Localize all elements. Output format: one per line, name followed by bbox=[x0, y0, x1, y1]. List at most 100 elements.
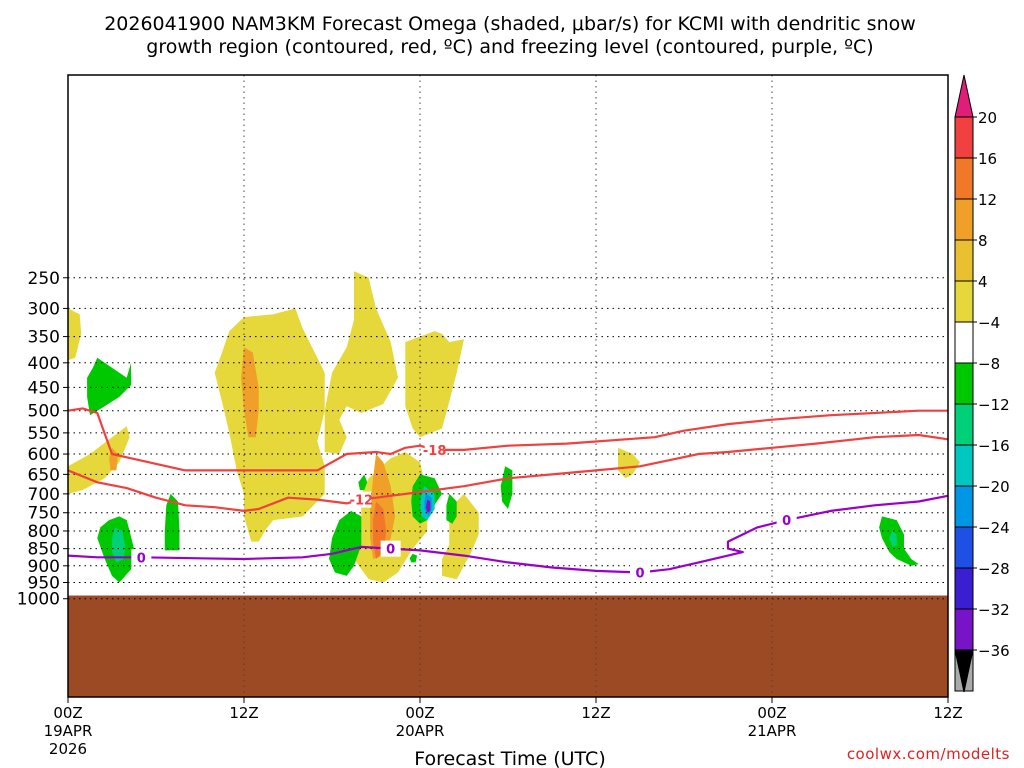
omega-region bbox=[425, 499, 431, 513]
colorbar-bin bbox=[954, 198, 974, 241]
contour-label-bg bbox=[351, 491, 372, 508]
contour-label-bg bbox=[776, 512, 797, 529]
x-tick-date: 20APR bbox=[396, 722, 445, 740]
omega-region bbox=[442, 493, 479, 580]
colorbar-bin bbox=[954, 444, 974, 487]
colorbar-bin bbox=[954, 403, 974, 446]
x-axis-label: Forecast Time (UTC) bbox=[414, 748, 605, 768]
contour-label: 0 bbox=[635, 567, 644, 582]
y-tick-label: 1000 bbox=[17, 590, 60, 610]
y-tick-label: 800 bbox=[28, 522, 60, 542]
colorbar-label: −24 bbox=[978, 519, 1010, 537]
colorbar-label: 12 bbox=[978, 191, 997, 209]
contour-label-bg bbox=[380, 540, 401, 557]
colorbar-bin bbox=[954, 526, 974, 569]
colorbar-bin bbox=[954, 485, 974, 528]
dgz-contour-line bbox=[67, 433, 949, 512]
colorbar-label: −28 bbox=[978, 560, 1010, 578]
omega-region bbox=[241, 347, 259, 438]
y-tick-label: 550 bbox=[28, 424, 60, 444]
x-tick-label: 00Z bbox=[405, 704, 434, 722]
omega-region bbox=[405, 331, 464, 438]
contour-label: 0 bbox=[782, 514, 791, 529]
contour-labels: -18 -12 0 0 0 0 bbox=[131, 441, 797, 582]
y-tick-label: 250 bbox=[28, 269, 60, 289]
omega-region bbox=[112, 527, 126, 563]
omega-shaded-regions bbox=[68, 271, 919, 583]
colorbar-bin bbox=[954, 321, 974, 364]
omega-region bbox=[618, 447, 640, 479]
colorbar-label: −12 bbox=[978, 396, 1010, 414]
x-tick-label: 12Z bbox=[581, 704, 610, 722]
colorbar-bin bbox=[954, 362, 974, 405]
freezing-level-line bbox=[67, 494, 949, 574]
ground-layer bbox=[68, 595, 948, 697]
colorbar-label: 4 bbox=[978, 273, 988, 291]
y-tick-label: 400 bbox=[28, 354, 60, 374]
omega-region bbox=[879, 516, 919, 566]
colorbar-bin bbox=[954, 157, 974, 200]
omega-region bbox=[324, 271, 398, 454]
omega-region bbox=[446, 493, 457, 524]
y-tick-label: 850 bbox=[28, 540, 60, 560]
y-tick-label: 300 bbox=[28, 299, 60, 319]
omega-region bbox=[500, 466, 513, 509]
colorbar-bin bbox=[954, 567, 974, 610]
omega-region bbox=[68, 426, 130, 494]
omega-region bbox=[889, 531, 897, 547]
x-tick-label: 00Z bbox=[757, 704, 786, 722]
colorbar-label: −4 bbox=[978, 314, 1000, 332]
y-tick-label: 600 bbox=[28, 445, 60, 465]
omega-region bbox=[164, 493, 180, 551]
x-tick-label: 00Z bbox=[53, 704, 82, 722]
contour-label: 0 bbox=[386, 543, 395, 558]
y-tick-label: 700 bbox=[28, 485, 60, 505]
colorbar-bin bbox=[954, 280, 974, 323]
colorbar-bin bbox=[954, 608, 974, 651]
y-tick-label: 350 bbox=[28, 328, 60, 348]
colorbar-label: 20 bbox=[978, 109, 997, 127]
omega-region bbox=[329, 510, 362, 576]
y-tick-label: 900 bbox=[28, 557, 60, 577]
y-tick-label: 950 bbox=[28, 573, 60, 593]
colorbar-label: −32 bbox=[978, 601, 1010, 619]
y-axis-ticks: 2503003504004505005506006507007508008509… bbox=[17, 269, 68, 610]
colorbar-bin bbox=[954, 239, 974, 282]
x-tick-date: 19APR bbox=[44, 722, 93, 740]
contour-label-bg bbox=[424, 441, 445, 458]
chart-title-line-2: growth region (contoured, red, ºC) and f… bbox=[146, 36, 873, 58]
ground-fill bbox=[68, 595, 948, 697]
omega-region bbox=[358, 474, 368, 490]
contour-label-bg bbox=[630, 564, 650, 581]
dgz-contour-line bbox=[67, 407, 948, 472]
credit-text: coolwx.com/modelts bbox=[847, 745, 1010, 763]
y-tick-label: 650 bbox=[28, 465, 60, 485]
omega-region bbox=[68, 308, 82, 361]
contour-label: -18 bbox=[423, 444, 447, 459]
omega-region bbox=[87, 357, 132, 416]
omega-region bbox=[409, 553, 418, 563]
colorbar-label: −16 bbox=[978, 437, 1010, 455]
contour-label: -12 bbox=[350, 494, 374, 509]
colorbar-bottom-arrow bbox=[954, 649, 974, 693]
colorbar-label: −20 bbox=[978, 478, 1010, 496]
colorbar-top-arrow bbox=[954, 74, 974, 118]
contour-label-bg bbox=[131, 549, 152, 566]
colorbar: 20 16 12 8 4 −4 −8 −12 −16 −20 −24 −28 −32 −36 bbox=[954, 74, 1010, 693]
colorbar-label: −8 bbox=[978, 355, 1000, 373]
plot-frame bbox=[67, 74, 949, 698]
chart-title-line-1: 2026041900 NAM3KM Forecast Omega (shaded… bbox=[104, 13, 916, 35]
x-tick-year: 2026 bbox=[49, 740, 87, 758]
colorbar-bin bbox=[954, 116, 974, 159]
x-tick-label: 12Z bbox=[933, 704, 962, 722]
contour-label: 0 bbox=[137, 551, 146, 566]
y-tick-label: 500 bbox=[28, 402, 60, 422]
omega-region bbox=[214, 308, 325, 542]
colorbar-label: 16 bbox=[978, 150, 997, 168]
y-tick-label: 450 bbox=[28, 378, 60, 398]
y-tick-label: 750 bbox=[28, 504, 60, 524]
colorbar-label: −36 bbox=[978, 642, 1010, 660]
colorbar-label: 8 bbox=[978, 232, 988, 250]
